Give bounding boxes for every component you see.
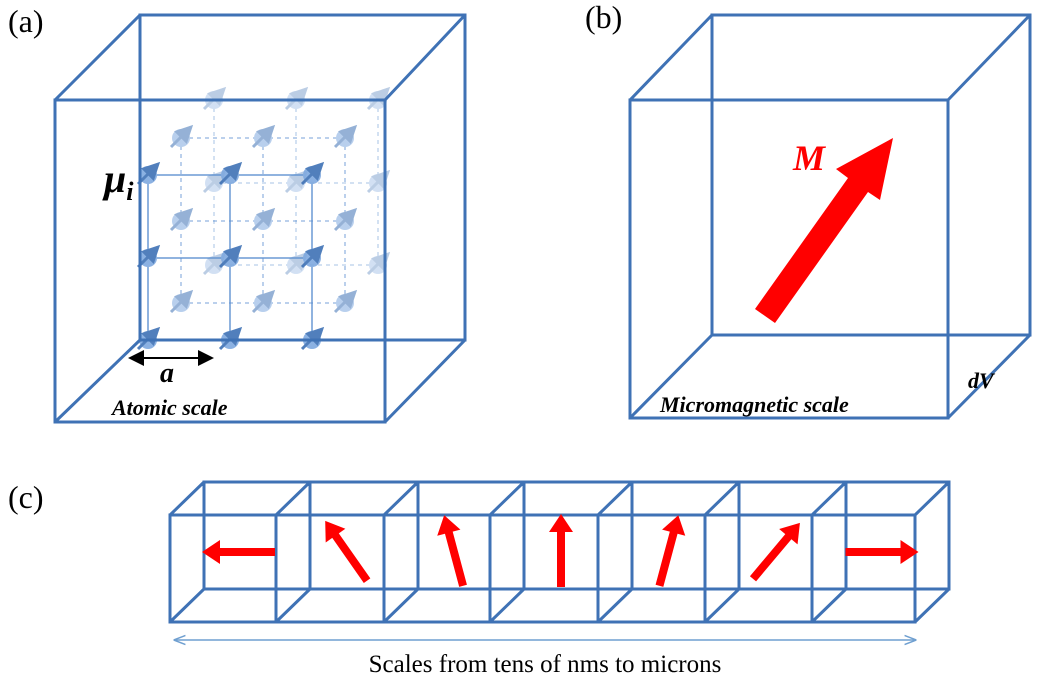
figure: (a) (b) (c) μi a Atomic scale M Micromag… [0,0,1044,681]
lattice-plane [171,127,355,312]
panel-label: (a) [8,3,44,39]
caption: Atomic scale [110,395,228,420]
spin-arrow [744,515,809,586]
arrow-shape [549,514,573,587]
caption: Scales from tens of nms to microns [369,651,722,678]
subscript: i [126,177,134,206]
caption: Micromagnetic scale [659,392,849,417]
spin-arrow [315,514,377,588]
arrow-shape [433,512,475,589]
lattice [138,89,388,349]
spin-arrow [648,512,690,589]
spin-arrow [202,540,275,564]
spin-arrow [433,512,475,589]
arrow-shape [744,515,809,586]
arrow-shape [648,512,690,589]
arrow-shape [846,540,919,564]
spin-arrow [549,514,573,587]
spacing-label: a [160,358,174,389]
spin-arrow [846,540,919,564]
moment-symbol: μi [102,156,134,206]
panel-label: (c) [8,479,44,515]
panel-label: (b) [585,0,622,35]
symbol: μ [102,156,126,201]
volume-label: dV [968,368,996,393]
cell-row [170,482,949,622]
magnetization-symbol: M [792,138,827,178]
arrow-shape [315,514,377,588]
arrow-shape [202,540,275,564]
